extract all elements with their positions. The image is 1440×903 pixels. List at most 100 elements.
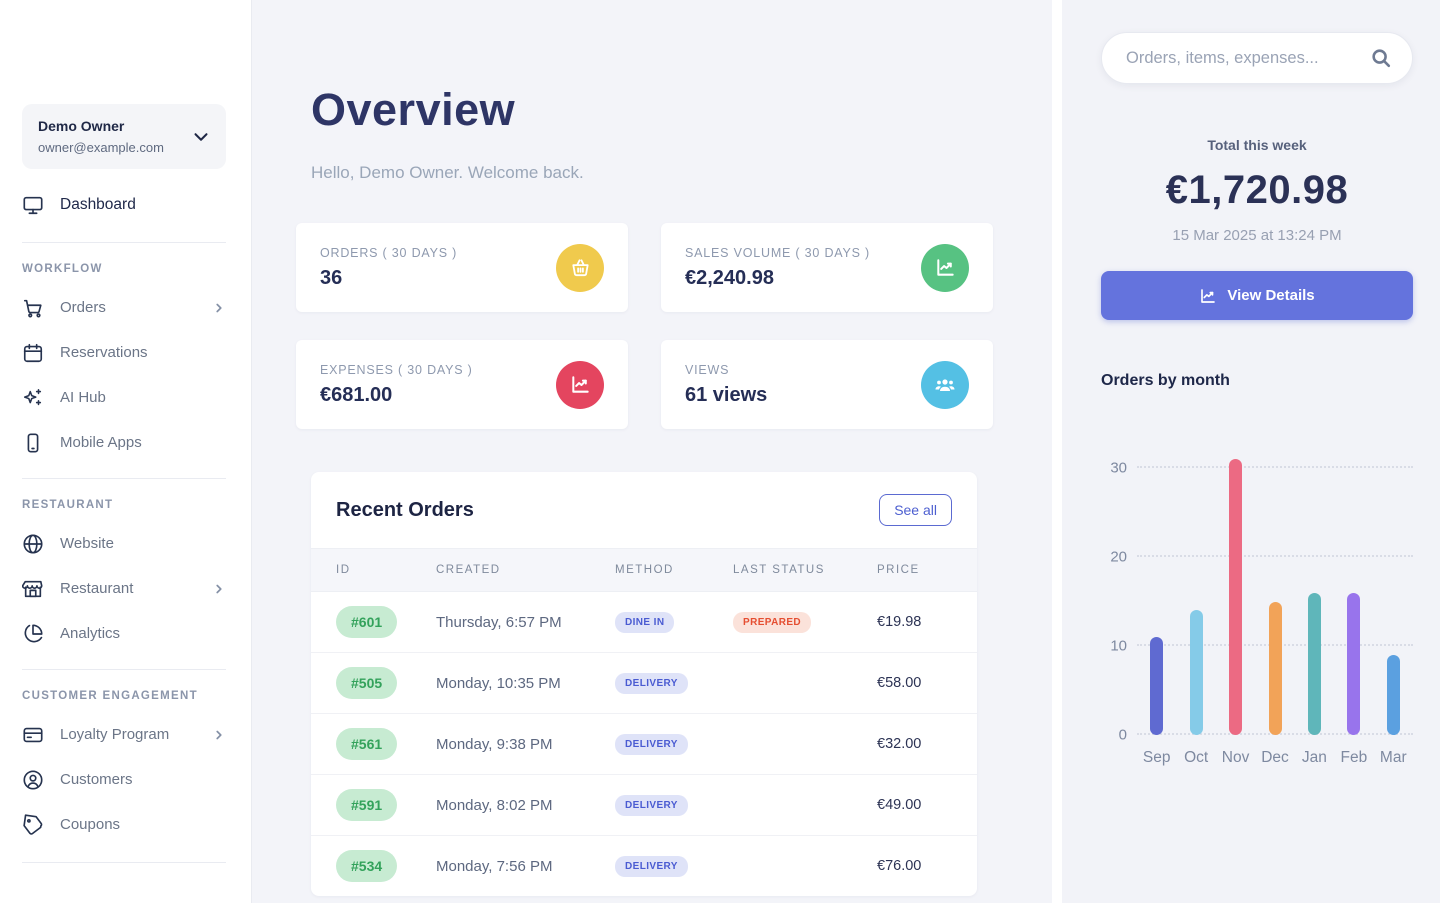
stat-card-views: VIEWS 61 views — [661, 340, 993, 429]
gridline: 20 — [1110, 549, 1413, 566]
bar-nov[interactable] — [1229, 459, 1243, 735]
gridline: 30 — [1110, 460, 1413, 477]
order-price: €32.00 — [877, 736, 922, 752]
bar-oct[interactable] — [1189, 610, 1203, 735]
users-icon — [921, 360, 969, 409]
x-axis-tick: Sep — [1142, 749, 1171, 766]
see-all-button[interactable]: See all — [879, 494, 952, 526]
table-row[interactable]: #601 Thursday, 6:57 PM DINE IN PREPARED … — [311, 592, 977, 653]
column-header-created: CREATED — [436, 564, 501, 576]
search-input[interactable] — [1126, 48, 1370, 68]
bar-dec[interactable] — [1268, 601, 1282, 735]
x-axis-tick: Oct — [1184, 749, 1209, 766]
sidebar-item-mobile-apps[interactable]: Mobile Apps — [22, 420, 226, 465]
stat-label: EXPENSES ( 30 DAYS ) — [320, 362, 473, 377]
monitor-icon — [22, 194, 44, 216]
storefront-icon — [22, 578, 44, 600]
column-header-price: PRICE — [877, 564, 920, 576]
total-label: Total this week — [1207, 137, 1307, 153]
view-details-button[interactable]: View Details — [1101, 271, 1413, 320]
order-created: Thursday, 6:57 PM — [436, 613, 562, 631]
order-id-badge: #591 — [336, 789, 398, 821]
loyalty-card-icon — [22, 724, 44, 746]
sidebar-section-restaurant: RESTAURANT — [22, 499, 114, 511]
stat-card-sales-volume: SALES VOLUME ( 30 DAYS ) €2,240.98 — [661, 223, 993, 312]
smartphone-icon — [22, 432, 44, 454]
x-axis-tick: Feb — [1340, 749, 1368, 766]
orders-table: ID CREATED METHOD LAST STATUS PRICE #601… — [311, 548, 977, 896]
sparkles-icon — [22, 387, 44, 409]
main-content: Overview Hello, Demo Owner. Welcome back… — [252, 0, 1052, 903]
sidebar-item-label: Restaurant — [60, 580, 134, 597]
order-price: €76.00 — [877, 858, 922, 874]
y-axis-tick: 0 — [1118, 726, 1127, 744]
sidebar-item-coupons[interactable]: Coupons — [22, 802, 226, 847]
order-id-badge: #534 — [336, 850, 398, 882]
x-axis-tick: Dec — [1261, 749, 1289, 766]
sidebar-item-reservations[interactable]: Reservations — [22, 330, 226, 375]
stat-card-orders: ORDERS ( 30 DAYS ) 36 — [296, 223, 628, 312]
shopping-cart-icon — [22, 297, 44, 319]
column-header-method: METHOD — [615, 564, 674, 576]
stat-label: SALES VOLUME ( 30 DAYS ) — [685, 245, 870, 260]
recent-orders-card: Recent Orders See all ID CREATED METHOD … — [311, 472, 977, 896]
stat-value: 36 — [320, 266, 343, 289]
order-price: €49.00 — [877, 797, 922, 813]
x-axis-tick: Nov — [1221, 749, 1250, 766]
bar-feb[interactable] — [1347, 592, 1361, 735]
total-value: €1,720.98 — [1165, 168, 1349, 212]
method-badge: DELIVERY — [615, 855, 688, 877]
sidebar-item-label: Customers — [60, 771, 133, 788]
view-details-label: View Details — [1227, 287, 1315, 304]
sidebar-item-label: AI Hub — [60, 389, 106, 406]
order-price: €58.00 — [877, 675, 922, 691]
sidebar-divider — [22, 242, 226, 243]
sidebar-item-loyalty-program[interactable]: Loyalty Program — [22, 712, 226, 757]
chevron-right-icon — [212, 582, 226, 596]
stats-grid: ORDERS ( 30 DAYS ) 36 SALES VOLUME ( 30 … — [296, 223, 1052, 429]
bar-jan[interactable] — [1307, 592, 1321, 735]
sidebar-item-restaurant[interactable]: Restaurant — [22, 566, 226, 611]
tag-icon — [22, 813, 44, 836]
chevron-right-icon — [212, 728, 226, 742]
order-created: Monday, 8:02 PM — [436, 796, 553, 814]
chevron-down-icon — [190, 126, 212, 148]
y-axis-tick: 10 — [1110, 637, 1127, 655]
table-row[interactable]: #505 Monday, 10:35 PM DELIVERY €58.00 — [311, 653, 977, 714]
orders-by-month-chart: 0 10 20 30 Sep Oct Nov Dec Jan Feb Mar — [1110, 459, 1413, 766]
search-icon[interactable] — [1370, 47, 1392, 69]
sidebar-item-website[interactable]: Website — [22, 521, 226, 566]
sidebar-item-analytics[interactable]: Analytics — [22, 611, 226, 656]
column-header-last-status: LAST STATUS — [733, 564, 825, 576]
user-account-switcher[interactable]: Demo Owner owner@example.com — [22, 104, 226, 169]
table-row[interactable]: #591 Monday, 8:02 PM DELIVERY €49.00 — [311, 775, 977, 836]
stat-value: €681.00 — [320, 383, 393, 406]
total-date: 15 Mar 2025 at 13:24 PM — [1172, 227, 1342, 244]
sidebar-item-label: Mobile Apps — [60, 434, 142, 451]
table-row[interactable]: #561 Monday, 9:38 PM DELIVERY €32.00 — [311, 714, 977, 775]
page-title: Overview — [311, 84, 516, 135]
sidebar-item-dashboard[interactable]: Dashboard — [22, 181, 226, 229]
table-row[interactable]: #534 Monday, 7:56 PM DELIVERY €76.00 — [311, 836, 977, 897]
user-circle-icon — [22, 769, 44, 791]
sidebar-item-label: Orders — [60, 299, 106, 316]
sidebar-section-customer-engagement: CUSTOMER ENGAGEMENT — [22, 690, 198, 702]
order-created: Monday, 10:35 PM — [436, 674, 561, 692]
order-id-badge: #561 — [336, 728, 398, 760]
sidebar-item-ai-hub[interactable]: AI Hub — [22, 375, 226, 420]
search-bar — [1101, 32, 1413, 84]
user-name: Demo Owner — [38, 118, 125, 134]
sidebar-item-orders[interactable]: Orders — [22, 285, 226, 330]
bar-mar[interactable] — [1386, 654, 1400, 735]
chart-line-icon — [1199, 287, 1217, 305]
sidebar-section-workflow: WORKFLOW — [22, 263, 103, 275]
order-price: €19.98 — [877, 614, 922, 630]
sidebar-item-customers[interactable]: Customers — [22, 757, 226, 802]
stat-card-expenses: EXPENSES ( 30 DAYS ) €681.00 — [296, 340, 628, 429]
user-email: owner@example.com — [38, 140, 164, 155]
basket-icon — [556, 243, 604, 292]
page-subtitle: Hello, Demo Owner. Welcome back. — [311, 163, 584, 182]
weekly-total: Total this week €1,720.98 15 Mar 2025 at… — [1101, 137, 1413, 244]
sidebar-item-label: Analytics — [60, 625, 121, 642]
bar-sep[interactable] — [1150, 637, 1164, 735]
